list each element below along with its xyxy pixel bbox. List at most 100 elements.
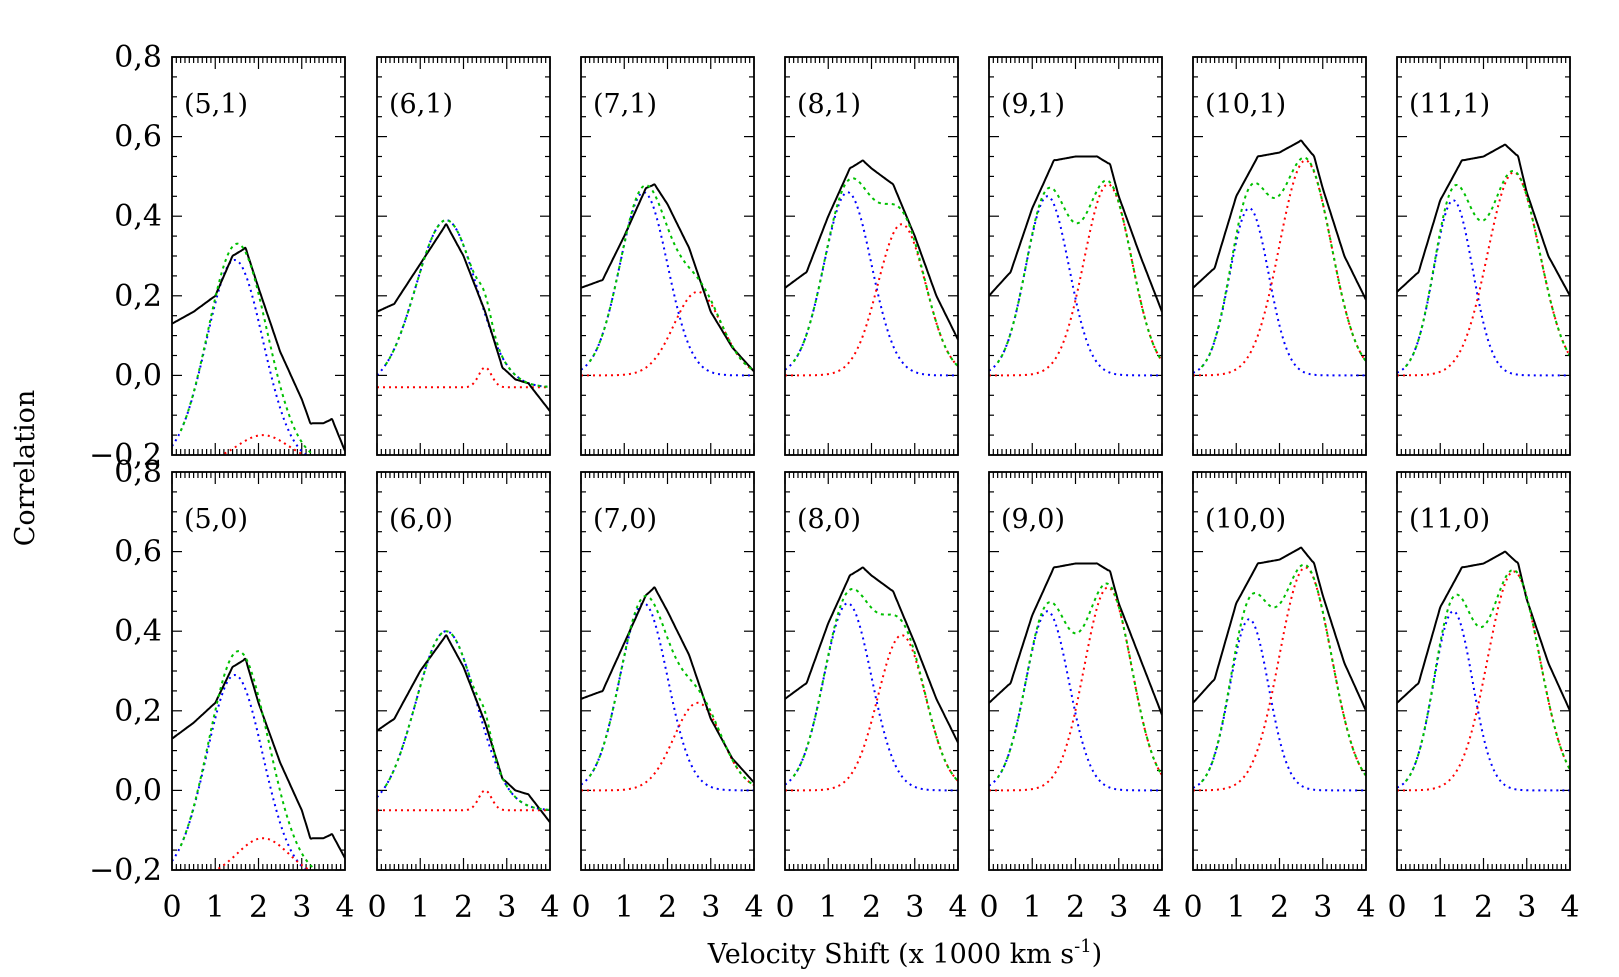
series-line-fit-sum bbox=[1200, 563, 1366, 783]
panel-frame bbox=[784, 471, 959, 871]
series-line-component-2 bbox=[785, 223, 958, 377]
panel-frame bbox=[1396, 56, 1571, 456]
panel-label: (6,0) bbox=[389, 504, 453, 535]
series-line-fit-sum bbox=[384, 219, 550, 388]
x-tick-label: 3 bbox=[1517, 890, 1536, 925]
series-line-observed bbox=[1397, 550, 1570, 712]
series-line-fit-sum bbox=[179, 242, 316, 455]
panel-11-0: (11,0) 0 1 2 3 4 bbox=[1387, 471, 1580, 925]
panel-7-1: (7,1) bbox=[580, 56, 755, 456]
x-tick-label: 3 bbox=[1109, 890, 1128, 925]
panel-label: (5,1) bbox=[184, 89, 248, 120]
x-tick-label: 0 bbox=[162, 890, 181, 925]
series-line-fit-sum bbox=[588, 594, 754, 786]
panel-5-0: (5,0) −0,2 0,0 0,2 0,4 0,6 0,8 0 1 2 3 4 bbox=[89, 455, 354, 925]
x-axis-title-close: ) bbox=[1092, 939, 1103, 970]
panel-label: (11,0) bbox=[1409, 504, 1490, 535]
panel-curves bbox=[377, 219, 550, 412]
panel-7-0: (7,0) 0 1 2 3 4 bbox=[571, 471, 764, 925]
series-line-observed bbox=[377, 223, 550, 412]
panel-5-1: (5,1) −0,2 0,0 0,2 0,4 0,6 0,8 bbox=[89, 40, 346, 473]
series-line-fit-sum bbox=[792, 177, 958, 367]
panel-curves bbox=[172, 650, 345, 870]
panel-curves bbox=[989, 562, 1162, 792]
x-tick-label: 0 bbox=[571, 890, 590, 925]
y-tick-label: 0,8 bbox=[114, 40, 162, 75]
series-line-component-1 bbox=[581, 191, 754, 377]
x-tick-label: 2 bbox=[862, 890, 881, 925]
series-line-fit-sum bbox=[179, 650, 318, 870]
series-line-observed bbox=[785, 159, 958, 341]
series-line-fit-sum bbox=[996, 179, 1162, 364]
series-line-observed bbox=[1193, 546, 1366, 712]
panel-curves bbox=[172, 242, 345, 455]
series-line-observed bbox=[989, 155, 1162, 313]
x-tick-label: 4 bbox=[1560, 890, 1579, 925]
x-tick-label: 1 bbox=[819, 890, 838, 925]
panel-8-1: (8,1) bbox=[784, 56, 959, 456]
y-tick-label: 0,2 bbox=[114, 694, 162, 729]
x-tick-label: 3 bbox=[497, 890, 516, 925]
panel-frame bbox=[1396, 471, 1571, 871]
y-axis-title: Correlation bbox=[10, 390, 41, 547]
series-line-component-1 bbox=[785, 191, 958, 377]
panel-label: (7,1) bbox=[593, 89, 657, 120]
panel-curves bbox=[1193, 546, 1366, 792]
panel-curves bbox=[989, 155, 1162, 377]
series-line-observed bbox=[785, 566, 958, 744]
panel-frame bbox=[171, 56, 346, 456]
series-line-observed bbox=[989, 562, 1162, 716]
panel-label: (9,0) bbox=[1001, 504, 1065, 535]
x-tick-label: 4 bbox=[1356, 890, 1375, 925]
x-tick-label: 1 bbox=[1431, 890, 1450, 925]
panel-frame bbox=[580, 56, 755, 456]
x-tick-label: 4 bbox=[540, 890, 559, 925]
series-line-observed bbox=[172, 246, 345, 452]
series-line-fit-sum bbox=[1404, 169, 1570, 368]
panel-curves bbox=[581, 586, 754, 792]
panel-curves bbox=[581, 183, 754, 377]
panel-frame bbox=[580, 471, 755, 871]
x-tick-label: 4 bbox=[1152, 890, 1171, 925]
series-line-component-2 bbox=[1397, 171, 1570, 377]
series-line-observed bbox=[1397, 143, 1570, 297]
series-line-fit-sum bbox=[1200, 156, 1366, 368]
series-line-component-1 bbox=[1397, 199, 1570, 377]
series-line-observed bbox=[581, 586, 754, 784]
series-line-component-1 bbox=[377, 630, 550, 811]
x-tick-label: 3 bbox=[292, 890, 311, 925]
x-axis-title-main: Velocity Shift (x 1000 km s bbox=[707, 939, 1074, 970]
panel-9-0: (9,0) 0 1 2 3 4 bbox=[979, 471, 1172, 925]
x-tick-label: 1 bbox=[411, 890, 430, 925]
series-line-component-2 bbox=[581, 701, 754, 792]
y-tick-label: 0,6 bbox=[114, 535, 162, 570]
panel-10-1: (10,1) bbox=[1192, 56, 1367, 456]
panel-label: (6,1) bbox=[389, 89, 453, 120]
panel-frame bbox=[171, 471, 346, 871]
x-tick-label: 1 bbox=[1023, 890, 1042, 925]
series-line-observed bbox=[172, 657, 345, 859]
series-line-component-1 bbox=[581, 602, 754, 792]
panel-label: (10,0) bbox=[1205, 504, 1286, 535]
x-axis-title-superscript: -1 bbox=[1074, 936, 1092, 957]
series-line-fit-sum bbox=[588, 184, 754, 372]
x-tick-label: 2 bbox=[658, 890, 677, 925]
panel-6-0: (6,0) 0 1 2 3 4 bbox=[367, 471, 560, 925]
series-line-component-2 bbox=[989, 183, 1162, 377]
series-line-component-1 bbox=[785, 602, 958, 792]
panel-frame bbox=[376, 56, 551, 456]
panel-label: (8,0) bbox=[797, 504, 861, 535]
series-line-fit-sum bbox=[384, 630, 550, 811]
x-tick-label: 0 bbox=[1387, 890, 1406, 925]
series-line-component-1 bbox=[989, 610, 1162, 792]
x-tick-label: 2 bbox=[249, 890, 268, 925]
x-tick-label: 4 bbox=[744, 890, 763, 925]
x-tick-label: 2 bbox=[1270, 890, 1289, 925]
x-tick-label: 2 bbox=[454, 890, 473, 925]
x-tick-label: 4 bbox=[335, 890, 354, 925]
panel-curves bbox=[1397, 550, 1570, 792]
y-tick-label: 0,6 bbox=[114, 120, 162, 155]
panels-layer: (5,1) −0,2 0,0 0,2 0,4 0,6 0,8 (6,1) (7,1) (8,1) (… bbox=[89, 40, 1579, 925]
